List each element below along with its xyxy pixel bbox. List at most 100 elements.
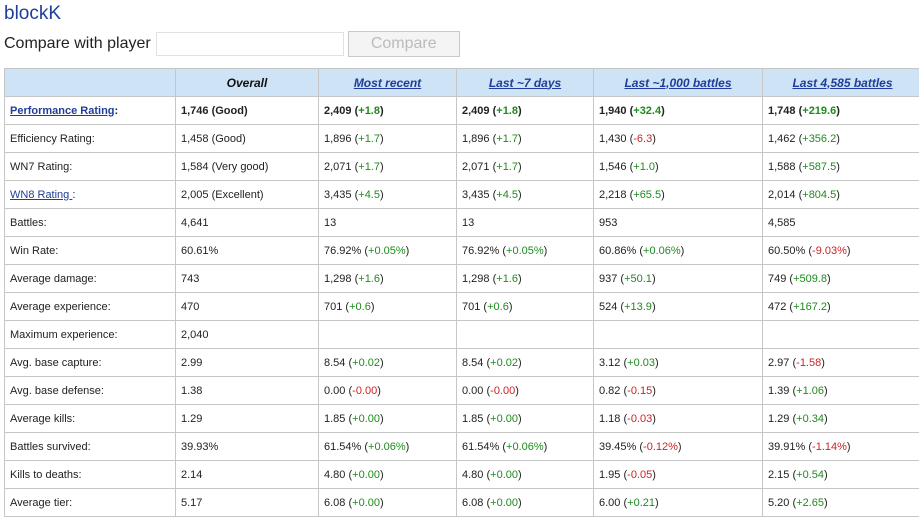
row-label: Average kills: xyxy=(4,404,176,433)
table-cell: 701 (+0.6) xyxy=(456,292,594,321)
table-cell: 1.29 (+0.34) xyxy=(762,404,919,433)
table-cell: 937 (+50.1) xyxy=(593,264,763,293)
table-cell: 0.00 (-0.00) xyxy=(456,376,594,405)
table-cell: 1,746 (Good) xyxy=(175,96,319,125)
cell-value: 76.92% xyxy=(324,244,362,257)
row-label[interactable]: WN8 Rating : xyxy=(4,180,176,209)
row-label: Maximum experience: xyxy=(4,320,176,349)
table-cell: 76.92% (+0.05%) xyxy=(318,236,457,265)
table-cell: 61.54% (+0.06%) xyxy=(318,432,457,461)
table-cell: 2,409 (+1.8) xyxy=(318,96,457,125)
table-cell: 61.54% (+0.06%) xyxy=(456,432,594,461)
cell-delta: +0.00 xyxy=(352,496,380,509)
cell-delta: +2.65 xyxy=(796,496,824,509)
cell-delta: +0.05% xyxy=(506,244,544,257)
column-header-link[interactable]: Most recent xyxy=(353,75,422,90)
row-label-text: Maximum experience: xyxy=(10,328,118,341)
table-cell: 3.12 (+0.03) xyxy=(593,348,763,377)
cell-value: 4,641 xyxy=(181,216,209,229)
cell-delta: +0.06% xyxy=(506,440,544,453)
cell-delta: -1.58 xyxy=(796,356,822,369)
cell-delta: +13.9 xyxy=(624,300,652,313)
stats-body: Performance Rating: 1,746 (Good) 2,409 (+1… xyxy=(4,96,919,517)
table-cell: 1,940 (+32.4) xyxy=(593,96,763,125)
column-header-1[interactable]: Most recent xyxy=(318,68,457,97)
cell-value: 1,588 xyxy=(768,160,796,173)
table-cell xyxy=(318,320,457,349)
cell-delta: +0.05% xyxy=(368,244,406,257)
cell-delta: -9.03% xyxy=(812,244,847,257)
table-cell: 1.38 xyxy=(175,376,319,405)
header-corner xyxy=(4,68,176,97)
cell-value: 1.38 xyxy=(181,384,203,397)
cell-delta: +0.00 xyxy=(490,496,518,509)
cell-value: 61.54% xyxy=(462,440,500,453)
row-label: Efficiency Rating: xyxy=(4,124,176,153)
table-row: WN8 Rating : 2,005 (Excellent) 3,435 (+4.5… xyxy=(4,180,919,209)
column-header-link[interactable]: Last 4,585 battles xyxy=(792,75,893,90)
table-cell: 5.20 (+2.65) xyxy=(762,488,919,517)
cell-delta: -0.03 xyxy=(627,412,653,425)
cell-value: 1,584 (Very good) xyxy=(181,160,269,173)
table-cell: 4.80 (+0.00) xyxy=(318,460,457,489)
column-header-4[interactable]: Last 4,585 battles xyxy=(762,68,919,97)
cell-value: 2,409 xyxy=(324,104,352,117)
row-label-link[interactable]: Performance Rating xyxy=(10,104,115,117)
cell-delta: +1.8 xyxy=(496,104,518,117)
column-header-3[interactable]: Last ~1,000 battles xyxy=(593,68,763,97)
cell-delta: +1.8 xyxy=(358,104,380,117)
table-cell: 2,040 xyxy=(175,320,319,349)
cell-value: 472 xyxy=(768,300,787,313)
table-cell: 60.61% xyxy=(175,236,319,265)
table-cell: 6.08 (+0.00) xyxy=(318,488,457,517)
cell-delta: +0.6 xyxy=(487,300,509,313)
table-row: WN7 Rating: 1,584 (Very good) 2,071 (+1.7)… xyxy=(4,152,919,181)
row-label-suffix: : xyxy=(114,104,119,117)
table-cell: 2,071 (+1.7) xyxy=(318,152,457,181)
column-header-link[interactable]: Last ~7 days xyxy=(488,75,562,90)
cell-delta: +0.00 xyxy=(352,468,380,481)
table-cell: 6.00 (+0.21) xyxy=(593,488,763,517)
cell-value: 1,896 xyxy=(324,132,352,145)
table-cell: 39.45% (-0.12%) xyxy=(593,432,763,461)
row-label: Avg. base defense: xyxy=(4,376,176,405)
table-cell: 3,435 (+4.5) xyxy=(318,180,457,209)
table-cell: 3,435 (+4.5) xyxy=(456,180,594,209)
cell-delta: +1.06 xyxy=(796,384,824,397)
table-cell: 13 xyxy=(318,208,457,237)
cell-value: 701 xyxy=(462,300,481,313)
row-label-text: Win Rate: xyxy=(10,244,59,257)
table-row: Kills to deaths: 2.14 4.80 (+0.00) 4.80 (+0… xyxy=(4,460,919,489)
column-header-link[interactable]: Last ~1,000 battles xyxy=(624,75,732,90)
cell-value: 4,585 xyxy=(768,216,796,229)
cell-value: 60.50% xyxy=(768,244,806,257)
row-label-link[interactable]: WN8 Rating xyxy=(10,188,73,201)
cell-value: 1,940 xyxy=(599,104,627,117)
table-cell: 1,546 (+1.0) xyxy=(593,152,763,181)
compare-player-input[interactable] xyxy=(155,32,344,56)
cell-value: 743 xyxy=(181,272,200,285)
stats-table: Overall Most recent Last ~7 days Last ~1,00… xyxy=(4,68,919,517)
table-cell: 749 (+509.8) xyxy=(762,264,919,293)
table-cell: 0.82 (-0.15) xyxy=(593,376,763,405)
table-cell: 2,409 (+1.8) xyxy=(456,96,594,125)
table-cell: 472 (+167.2) xyxy=(762,292,919,321)
cell-delta: +0.54 xyxy=(796,468,824,481)
table-row: Avg. base capture: 2.99 8.54 (+0.02) 8.54 (… xyxy=(4,348,919,377)
row-label[interactable]: Performance Rating: xyxy=(4,96,176,125)
cell-value: 1,746 (Good) xyxy=(181,104,248,117)
column-header-2[interactable]: Last ~7 days xyxy=(456,68,594,97)
table-cell: 1,462 (+356.2) xyxy=(762,124,919,153)
cell-value: 39.93% xyxy=(181,440,219,453)
compare-button[interactable]: Compare xyxy=(347,31,460,57)
cell-value: 3,435 xyxy=(324,188,352,201)
table-cell: 743 xyxy=(175,264,319,293)
row-label: Win Rate: xyxy=(4,236,176,265)
cell-value: 2,218 xyxy=(599,188,627,201)
cell-delta: -6.3 xyxy=(633,132,653,145)
table-cell: 8.54 (+0.02) xyxy=(318,348,457,377)
cell-value: 1,430 xyxy=(599,132,627,145)
cell-delta: +1.7 xyxy=(496,160,518,173)
cell-value: 2,014 xyxy=(768,188,796,201)
cell-value: 2,040 xyxy=(181,328,209,341)
